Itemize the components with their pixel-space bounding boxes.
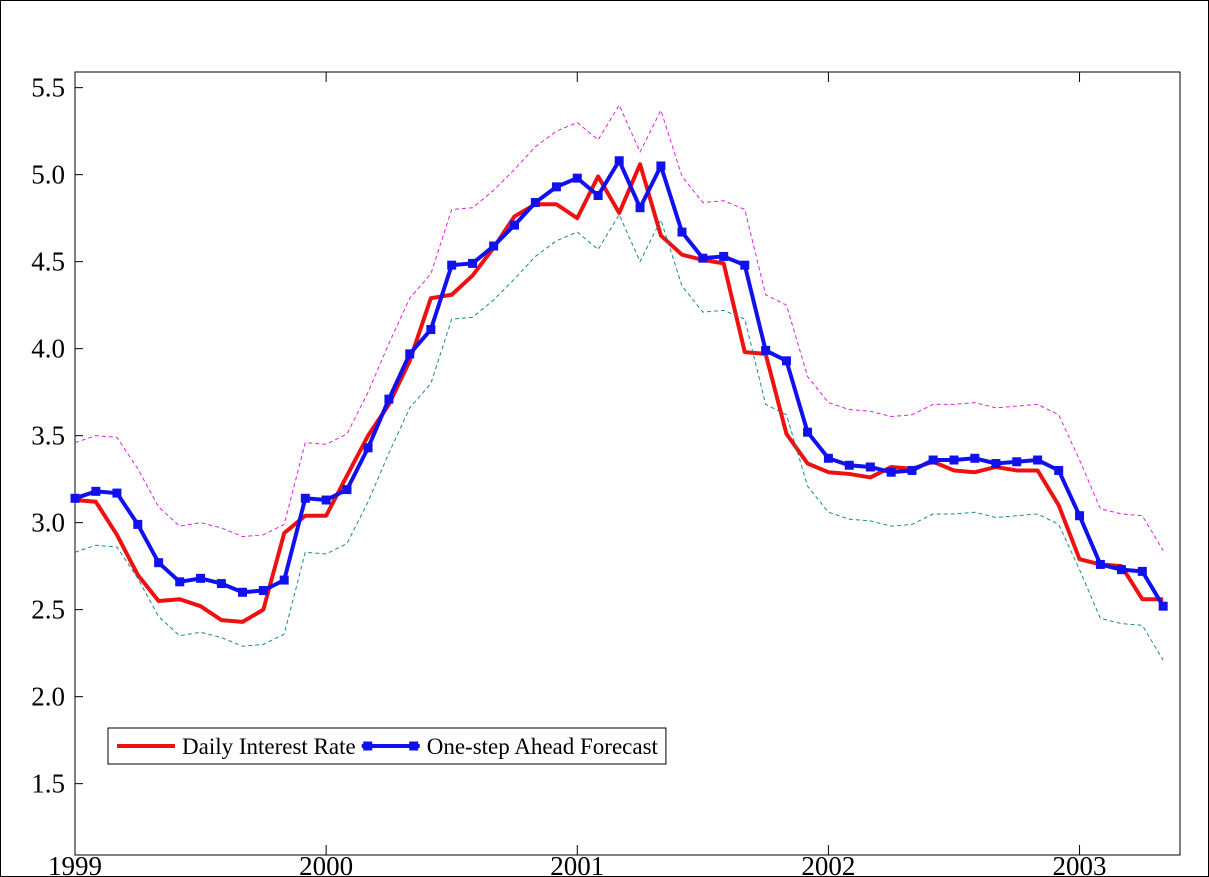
legend-marker <box>409 741 419 751</box>
marker <box>803 427 813 437</box>
marker <box>677 227 687 237</box>
marker <box>761 345 771 355</box>
marker <box>1095 559 1105 569</box>
legend: Daily Interest Rate One-step Ahead Foreca… <box>107 727 667 765</box>
x-tick-label: 1999 <box>48 851 102 877</box>
marker <box>405 349 415 359</box>
marker <box>133 519 143 529</box>
legend-marker <box>363 741 373 751</box>
marker <box>551 182 561 192</box>
x-tick-label: 2002 <box>801 851 855 877</box>
marker <box>949 455 959 465</box>
marker <box>572 173 582 183</box>
band-line <box>74 214 1164 661</box>
marker <box>1033 455 1043 465</box>
marker <box>321 495 331 505</box>
marker <box>154 558 164 568</box>
marker <box>656 161 666 171</box>
marker <box>593 191 603 201</box>
marker <box>614 156 624 166</box>
y-tick-label: 4.0 <box>31 334 65 364</box>
marker <box>1075 511 1085 521</box>
marker <box>238 587 248 597</box>
band-line <box>74 104 1164 551</box>
marker <box>886 467 896 477</box>
marker <box>781 356 791 366</box>
marker <box>907 465 917 475</box>
marker <box>300 493 310 503</box>
marker <box>112 488 122 498</box>
marker <box>970 453 980 463</box>
marker <box>698 253 708 263</box>
y-tick-label: 5.0 <box>31 160 65 190</box>
marker <box>363 443 373 453</box>
marker <box>70 493 80 503</box>
marker <box>279 575 289 585</box>
marker <box>823 453 833 463</box>
y-tick-label: 1.5 <box>31 769 65 799</box>
marker <box>216 579 226 589</box>
marker <box>928 455 938 465</box>
y-tick-label: 3.5 <box>31 421 65 451</box>
marker <box>489 241 499 251</box>
marker <box>844 460 854 470</box>
plot-area <box>74 71 1181 856</box>
marker <box>426 325 436 335</box>
y-tick-label: 2.5 <box>31 595 65 625</box>
marker <box>719 251 729 261</box>
marker <box>1012 457 1022 467</box>
marker <box>635 203 645 213</box>
series-line <box>74 162 1164 624</box>
y-tick-label: 3.0 <box>31 508 65 538</box>
marker <box>1116 565 1126 575</box>
marker <box>91 486 101 496</box>
x-tick-label: 2001 <box>550 851 604 877</box>
marker <box>1158 601 1168 611</box>
marker <box>258 586 268 596</box>
marker <box>865 462 875 472</box>
x-tick-label: 2003 <box>1053 851 1107 877</box>
marker <box>384 394 394 404</box>
legend-label: Daily Interest Rate <box>182 734 356 759</box>
y-tick-label: 5.5 <box>31 73 65 103</box>
marker <box>447 260 457 270</box>
y-tick-label: 2.0 <box>31 682 65 712</box>
marker <box>1054 465 1064 475</box>
marker <box>991 459 1001 468</box>
y-tick-label: 4.5 <box>31 247 65 277</box>
x-tick-label: 2000 <box>299 851 353 877</box>
marker <box>530 198 540 207</box>
marker <box>175 577 185 587</box>
marker <box>196 573 206 583</box>
legend-label: One-step Ahead Forecast <box>427 734 659 759</box>
marker <box>468 258 478 268</box>
marker <box>509 220 519 230</box>
marker <box>740 260 750 270</box>
marker <box>1137 566 1147 576</box>
marker <box>342 485 352 495</box>
